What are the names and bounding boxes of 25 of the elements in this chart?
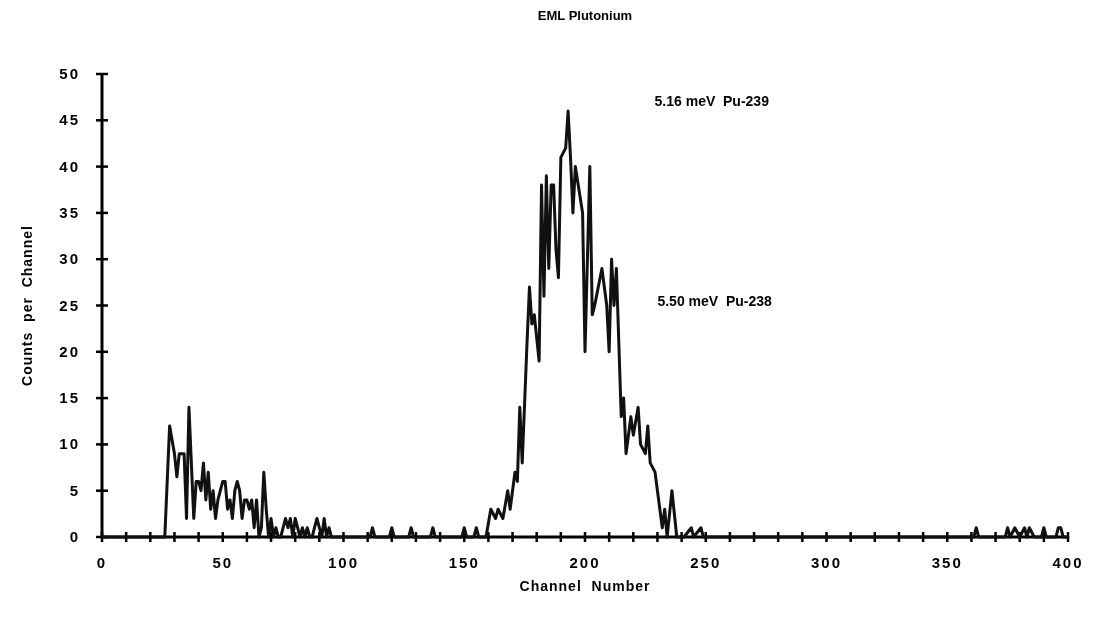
- y-tick-label: 10: [59, 435, 80, 453]
- x-tick-label: 100: [327, 554, 360, 571]
- y-tick-label: 15: [59, 389, 80, 407]
- y-tick-label: 50: [59, 65, 80, 82]
- x-tick-label: 0: [96, 554, 108, 571]
- y-tick-label: 20: [59, 342, 80, 360]
- x-axis-title: Channel Number: [519, 578, 651, 594]
- x-tick-label: 350: [931, 554, 963, 571]
- y-tick-label: 30: [59, 250, 80, 268]
- annotation: 5.50 meV Pu-238: [657, 292, 773, 309]
- chart-title: EML Plutonium: [537, 8, 633, 23]
- y-tick-label: 0: [69, 528, 80, 545]
- annotation: 5.16 meV Pu-239: [654, 93, 770, 110]
- y-tick-label: 40: [59, 157, 80, 175]
- y-tick-label: 35: [59, 203, 80, 221]
- y-tick-label: 45: [59, 111, 80, 129]
- x-tick-label: 300: [810, 554, 843, 571]
- y-tick-label: 25: [59, 296, 80, 314]
- x-tick-label: 50: [212, 554, 234, 571]
- x-tick-label: 200: [569, 554, 601, 571]
- x-tick-label: 250: [690, 554, 722, 571]
- y-tick-label: 5: [69, 481, 80, 499]
- x-tick-label: 150: [448, 554, 480, 571]
- x-tick-label: 400: [1052, 554, 1084, 571]
- y-axis-title: Counts per Channel: [19, 225, 35, 386]
